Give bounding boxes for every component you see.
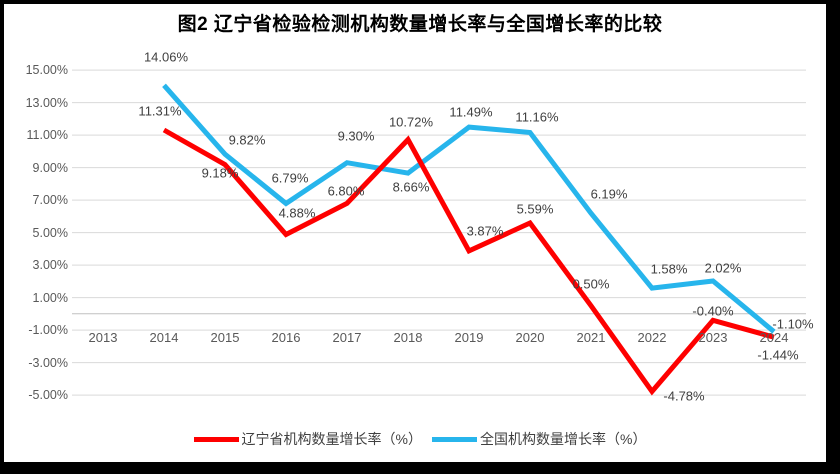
data-label-liaoning-2018: 10.72% [388, 114, 434, 130]
data-label-liaoning-2022: -4.78% [663, 388, 705, 404]
legend-item-liaoning: 辽宁省机构数量增长率（%） [193, 429, 422, 449]
data-label-national-2022: 1.58% [650, 261, 688, 277]
data-label-national-2020: 11.16% [515, 109, 559, 125]
x-axis-label-2020: 2020 [515, 330, 545, 345]
data-label-liaoning-2021: 0.50% [572, 276, 610, 292]
x-axis-label-2018: 2018 [393, 330, 423, 345]
y-axis-tick-label: -1.00% [28, 323, 68, 337]
y-axis-tick-label: -3.00% [28, 356, 68, 370]
data-label-national-2017: 9.30% [337, 128, 375, 144]
data-label-national-2014: 14.06% [143, 49, 189, 65]
y-axis-tick-label: 7.00% [32, 193, 68, 207]
data-label-national-2023: 2.02% [704, 260, 742, 276]
data-label-liaoning-2023: -0.40% [692, 303, 734, 319]
data-label-liaoning-2017: 6.80% [327, 183, 365, 199]
x-axis-label-2024: 2024 [759, 330, 789, 345]
x-axis-label-2019: 2019 [454, 330, 484, 345]
data-label-liaoning-2020: 5.59% [516, 201, 554, 217]
legend-item-national: 全国机构数量增长率（%） [432, 429, 646, 449]
legend-label-national: 全国机构数量增长率（%） [480, 431, 647, 447]
data-label-liaoning-2024: -1.44% [757, 347, 799, 363]
x-axis-label-2017: 2017 [332, 330, 362, 345]
x-axis-label-2023: 2023 [698, 330, 728, 345]
data-label-national-2019: 11.49% [449, 104, 493, 120]
y-axis-tick-label: 9.00% [32, 161, 68, 175]
series-line-liaoning [162, 127, 775, 396]
series-line-national [162, 83, 776, 334]
legend-swatch-national-line [432, 436, 477, 442]
data-label-liaoning-2014: 11.31% [138, 103, 182, 119]
x-axis-label-2022: 2022 [637, 330, 667, 345]
x-axis-label-2016: 2016 [271, 330, 301, 345]
y-axis-tick-label: 15.00% [25, 63, 68, 77]
data-label-liaoning-2015: 9.18% [201, 165, 239, 181]
data-label-national-2015: 9.82% [228, 132, 266, 148]
x-axis-label-2014: 2014 [149, 330, 179, 345]
data-label-national-2018: 8.66% [392, 179, 430, 195]
legend-label-liaoning: 辽宁省机构数量增长率（%） [241, 431, 422, 447]
chart-title: 图2 辽宁省检验检测机构数量增长率与全国增长率的比较 [177, 14, 663, 35]
y-axis-tick-label: 13.00% [25, 96, 68, 110]
y-axis-tick-label: 1.00% [32, 291, 68, 305]
data-label-liaoning-2019: 3.87% [466, 223, 504, 239]
x-axis-label-2013: 2013 [88, 330, 118, 345]
legend-swatch-liaoning-line [193, 436, 239, 442]
y-axis-tick-label: -5.00% [28, 388, 68, 402]
x-axis-label-2021: 2021 [576, 330, 606, 345]
y-axis-tick-label: 11.00% [26, 128, 68, 142]
data-label-national-2021: 6.19% [590, 186, 628, 202]
data-label-national-2016: 6.79% [271, 170, 309, 186]
y-axis-tick-label: 5.00% [32, 226, 68, 240]
x-axis-label-2015: 2015 [210, 330, 240, 345]
data-label-national-2024: -1.10% [772, 316, 814, 332]
data-label-liaoning-2016: 4.88% [278, 205, 316, 221]
y-axis-tick-label: 3.00% [32, 258, 68, 272]
legend: 辽宁省机构数量增长率（%） 全国机构数量增长率（%） [0, 429, 840, 449]
